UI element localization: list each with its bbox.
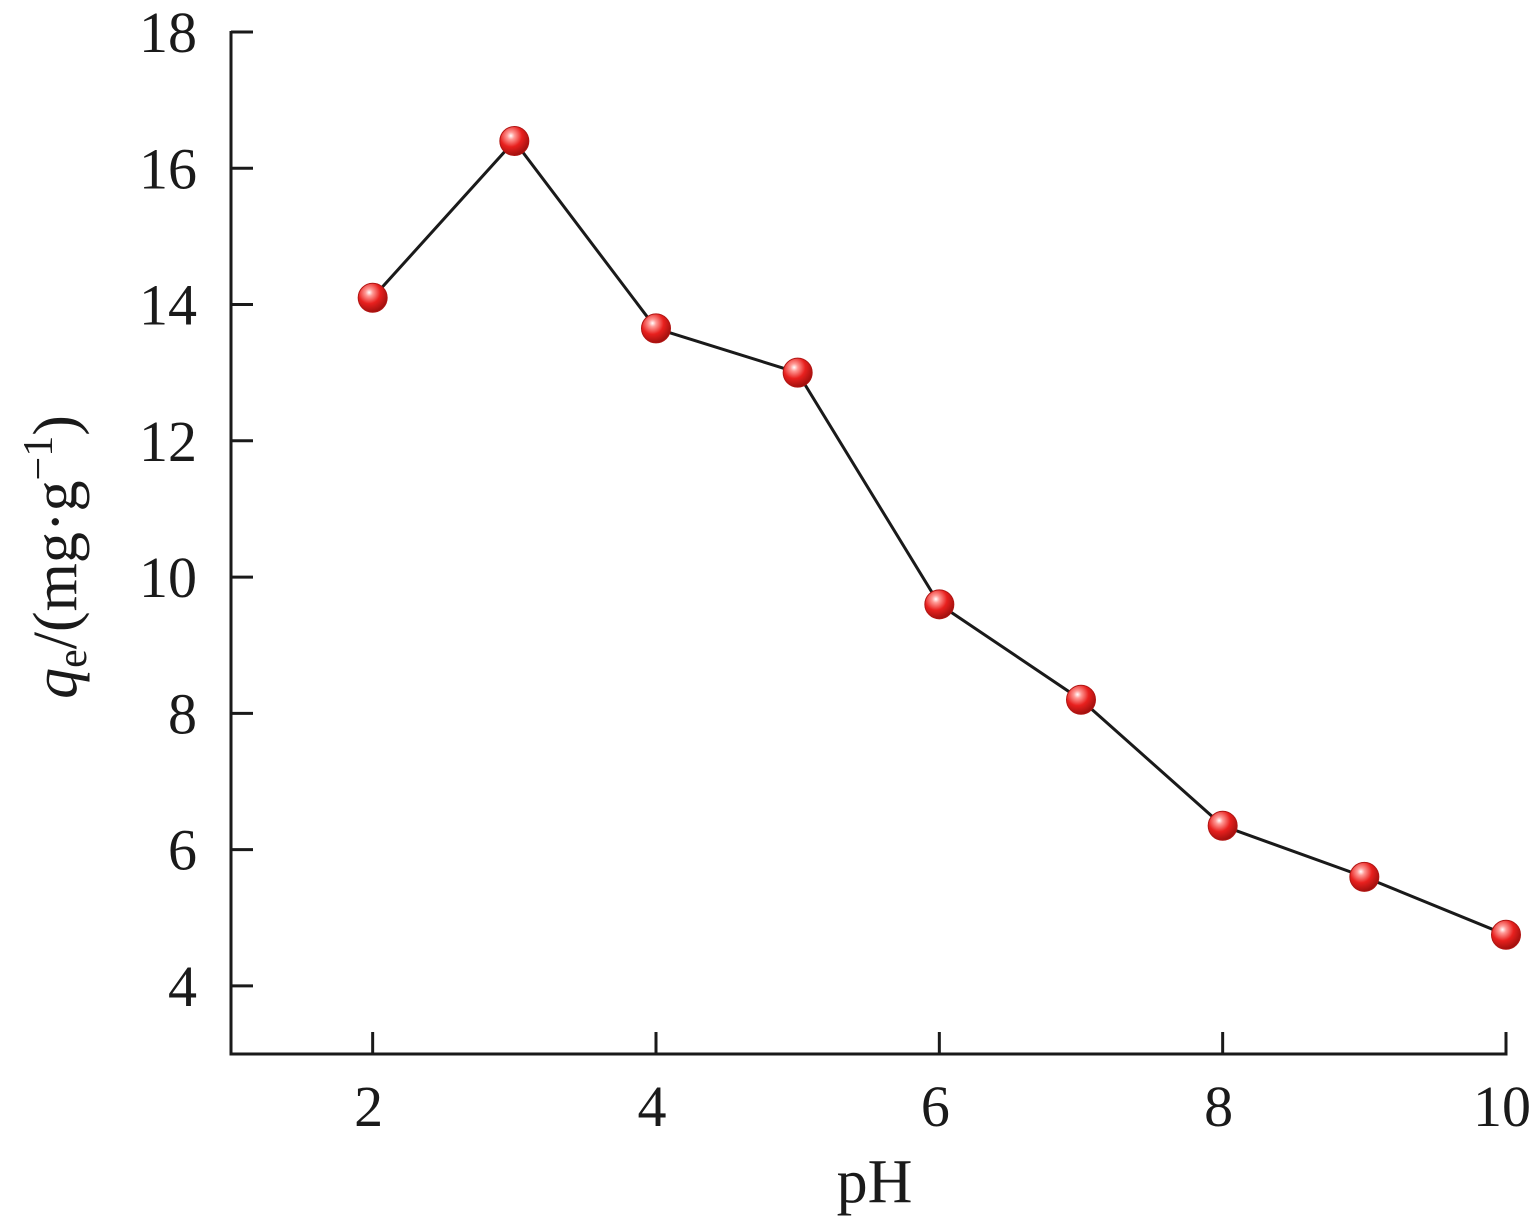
data-point-ph-3 [499,126,530,157]
data-point-ph-7 [1066,684,1096,715]
series-line [371,138,1507,937]
y-axis-label: qe/(mg·g−1) [16,415,96,699]
data-point-ph-9 [1349,861,1380,892]
y-axis-label-unit-open: /(mg·g [22,480,90,649]
data-point-ph-5 [782,357,813,388]
x-tick-label-8: 8 [1204,1074,1233,1139]
x-ticks: 2 4 6 8 10 [354,1032,1531,1139]
data-point-ph-6 [924,589,955,620]
x-axis-label: pH [837,1148,913,1216]
y-ticks: 4 6 8 10 12 14 16 18 [139,0,253,1019]
y-tick-label-4: 4 [168,954,197,1019]
y-tick-label-16: 16 [139,136,197,201]
y-tick-label-18: 18 [139,0,197,65]
y-tick-label-10: 10 [139,545,197,610]
y-tick-label-6: 6 [168,818,197,883]
y-tick-label-14: 14 [139,273,197,338]
data-point-ph-4 [641,313,671,344]
x-tick-label-4: 4 [638,1074,667,1139]
y-tick-label-8: 8 [168,681,197,746]
x-tick-label-10: 10 [1473,1074,1531,1139]
y-axis-label-unit-close: ) [22,415,90,436]
data-points [357,126,1521,950]
x-tick-label-6: 6 [921,1074,950,1139]
y-axis-label-sub: e [50,649,96,668]
y-axis-label-sup: −1 [16,436,62,481]
data-point-ph-10 [1491,919,1521,950]
x-tick-label-2: 2 [354,1074,383,1139]
plot-area: 4 6 8 10 12 14 16 18 2 4 6 8 10 [139,0,1531,1139]
data-point-ph-2 [357,282,388,313]
y-tick-label-12: 12 [139,409,197,474]
data-point-ph-8 [1207,810,1238,841]
y-axis-label-var: q [22,668,90,699]
